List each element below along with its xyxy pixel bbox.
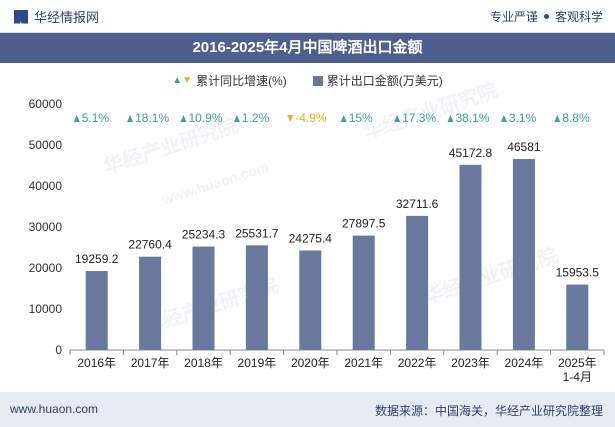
legend-item-amount[interactable]: 累计出口金额(万美元) <box>312 72 443 89</box>
tagline-left: 专业严谨 <box>489 10 538 24</box>
y-tick-label: 10000 <box>29 302 63 316</box>
growth-rate-label: 1.2% <box>242 111 270 125</box>
x-tick-label: 2016年 <box>77 356 116 370</box>
chart-legend: ▲▼ 累计同比增速(%) 累计出口金额(万美元) <box>0 72 615 89</box>
x-tick-label: 2019年 <box>238 356 277 370</box>
growth-up-triangle-icon <box>447 115 454 122</box>
growth-up-triangle-icon <box>180 115 187 122</box>
bar-data-label: 32711.6 <box>396 197 439 211</box>
bar-data-label: 45172.8 <box>449 146 493 160</box>
x-tick-label: 2022年 <box>398 356 437 370</box>
y-tick-label: 30000 <box>29 220 63 234</box>
x-tick-label: 2023年 <box>451 356 490 370</box>
growth-up-triangle-icon <box>127 115 134 122</box>
growth-rate-label: -4.9% <box>295 111 327 125</box>
x-tick-label: 2017年 <box>131 356 170 370</box>
growth-rate-label: 5.1% <box>82 111 110 125</box>
bar-data-label: 25234.3 <box>182 228 226 242</box>
bar <box>566 284 589 350</box>
up-down-triangle-icon: ▲▼ <box>172 74 193 86</box>
legend-item-growth[interactable]: ▲▼ 累计同比增速(%) <box>172 72 286 89</box>
chart-title: 2016-2025年4月中国啤酒出口金额 <box>0 33 615 63</box>
growth-up-triangle-icon <box>500 115 507 122</box>
growth-up-triangle-icon <box>73 115 80 122</box>
bar <box>139 256 162 350</box>
bar-data-label: 22760.4 <box>128 238 172 252</box>
growth-rate-label: 15% <box>349 111 373 125</box>
bar <box>459 164 482 350</box>
footer-source: 数据来源：中国海关，华经产业研究院整理 <box>374 404 603 418</box>
tagline: 专业严谨 客观科学 <box>490 8 603 25</box>
growth-rate-label: 17.3% <box>402 111 436 125</box>
growth-up-triangle-icon <box>233 115 240 122</box>
separator-dot-icon <box>543 14 549 20</box>
legend-growth-label: 累计同比增速(%) <box>196 74 287 88</box>
legend-amount-label: 累计出口金额(万美元) <box>326 74 443 88</box>
bar <box>299 250 322 350</box>
y-tick-label: 20000 <box>29 261 63 275</box>
x-tick-label: 2025年 <box>558 356 597 370</box>
tagline-right: 客观科学 <box>554 10 603 24</box>
x-tick-label: 2018年 <box>184 356 223 370</box>
growth-rate-label: 38.1% <box>456 111 490 125</box>
x-tick-label: 2020年 <box>291 356 330 370</box>
bar-swatch-icon <box>312 75 323 86</box>
growth-up-triangle-icon <box>340 115 347 122</box>
bar-data-label: 24275.4 <box>289 231 333 245</box>
top-bar: 华经情报网 专业严谨 客观科学 <box>0 0 615 33</box>
bar-data-label: 15953.5 <box>556 266 600 280</box>
growth-rate-label: 18.1% <box>135 111 169 125</box>
huajing-logo-icon <box>14 9 28 24</box>
growth-rate-label: 3.1% <box>509 111 537 125</box>
x-tick-label: 2024年 <box>505 356 544 370</box>
bar-chart: 0 10000 20000 30000 40000 50000 60000 19259.2 20… <box>29 97 605 384</box>
y-tick-label: 50000 <box>29 138 63 152</box>
bar <box>245 245 268 350</box>
bar <box>192 246 215 350</box>
footer-url[interactable]: www.huaon.com <box>10 402 99 416</box>
bar-data-label: 46581 <box>507 140 541 154</box>
y-tick-label: 0 <box>55 343 62 357</box>
x-tick-label: 2021年 <box>344 356 383 370</box>
brand[interactable]: 华经情报网 <box>14 7 99 26</box>
x-tick-label: 1-4月 <box>563 370 592 384</box>
footer: www.huaon.com 数据来源：中国海关，华经产业研究院整理 <box>0 392 615 427</box>
bar <box>85 271 108 350</box>
y-tick-label: 40000 <box>29 179 63 193</box>
brand-name: 华经情报网 <box>34 10 100 25</box>
bar-data-label: 19259.2 <box>75 252 119 266</box>
growth-down-triangle-icon <box>287 115 294 122</box>
growth-up-triangle-icon <box>554 115 561 122</box>
bar-data-label: 27897.5 <box>342 217 386 231</box>
bar <box>512 159 535 350</box>
bar-data-label: 25531.7 <box>235 226 279 240</box>
bar <box>352 235 375 350</box>
growth-rate-label: 10.9% <box>189 111 223 125</box>
y-tick-label: 60000 <box>29 97 63 111</box>
growth-rate-label: 8.8% <box>562 111 590 125</box>
growth-up-triangle-icon <box>394 115 401 122</box>
bar <box>406 215 429 350</box>
